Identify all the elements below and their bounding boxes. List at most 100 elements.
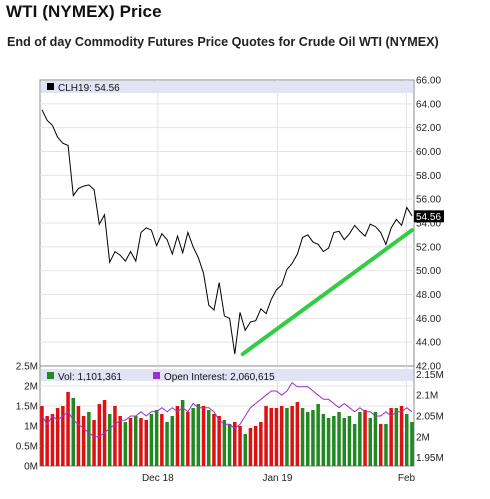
volume-bar <box>139 418 143 466</box>
price-y-tick-label: 42.00 <box>416 362 441 373</box>
volume-bar <box>279 406 284 466</box>
volume-bar <box>160 414 164 466</box>
volume-bar <box>253 426 258 466</box>
volume-bar <box>186 412 190 466</box>
volume-bar <box>410 422 414 466</box>
price-y-tick-label: 64.00 <box>416 99 441 110</box>
volume-bar <box>149 414 154 466</box>
volume-bar <box>332 416 336 466</box>
price-y-axis: 66.00 64.00 62.00 60.00 58.00 56.00 54.00 52.00… <box>416 76 441 373</box>
volume-bar <box>248 428 253 466</box>
open-interest-series <box>41 381 413 438</box>
volume-bar <box>128 418 133 466</box>
volume-bar <box>399 406 404 466</box>
price-line <box>41 109 413 355</box>
volume-bar <box>238 426 242 466</box>
volume-legend-band <box>41 369 413 381</box>
page-subtitle: End of day Commodity Futures Price Quote… <box>7 35 439 49</box>
volume-bar <box>92 420 96 466</box>
price-y-tick-label: 54.00 <box>416 219 441 230</box>
price-y-tick-label: 50.00 <box>416 266 441 277</box>
volume-bar <box>321 414 326 466</box>
price-y-tick-label: 48.00 <box>416 290 441 301</box>
volume-bar <box>134 416 138 466</box>
price-legend-swatch <box>47 83 54 90</box>
volume-bar <box>233 422 237 466</box>
volume-bar <box>217 416 221 466</box>
x-axis: Dec 18 Jan 19 Feb <box>142 473 416 484</box>
volume-bar <box>201 406 206 466</box>
volume-bar <box>66 392 70 466</box>
volume-bar <box>180 400 185 466</box>
volume-bar <box>384 424 388 466</box>
volume-bar <box>243 434 247 466</box>
open-interest-y-tick-label: 2.1M <box>416 391 438 402</box>
volume-y-tick-label: 1.5M <box>16 402 38 413</box>
volume-bar <box>368 418 372 466</box>
volume-bar <box>285 408 289 466</box>
volume-bar <box>144 420 148 466</box>
price-y-tick-label: 60.00 <box>416 147 441 158</box>
volume-bar <box>154 410 159 466</box>
volume-bar <box>306 412 310 466</box>
volume-legend-swatch <box>47 372 54 379</box>
price-y-tick-label: 58.00 <box>416 171 441 182</box>
volume-y-tick-label: 0M <box>24 462 38 473</box>
volume-bar <box>222 420 227 466</box>
volume-bar <box>97 404 102 466</box>
trend-line <box>240 228 414 357</box>
volume-bar <box>347 416 352 466</box>
volume-bar <box>363 410 367 466</box>
volume-bar <box>76 406 81 466</box>
price-y-tick-label: 44.00 <box>416 338 441 349</box>
volume-bar <box>405 414 409 466</box>
volume-bar <box>264 406 268 466</box>
open-interest-y-tick-label: 2.05M <box>416 412 444 423</box>
x-tick-label: Feb <box>398 473 416 484</box>
volume-bar <box>227 424 232 466</box>
volume-bar <box>118 416 122 466</box>
volume-bar <box>379 424 383 466</box>
volume-bar <box>300 408 305 466</box>
volume-bar <box>40 406 44 466</box>
volume-bar <box>358 412 362 466</box>
volume-bar <box>55 408 60 466</box>
volume-y-tick-label: 2.5M <box>16 362 38 373</box>
volume-left-y-axis: 2.5M 2M 1.5M 1M 0.5M 0M <box>16 362 38 473</box>
volume-y-tick-label: 1M <box>24 422 38 433</box>
volume-bar <box>259 422 263 466</box>
volume-bar <box>61 406 65 466</box>
volume-legend-label: Vol: 1,101,361 <box>58 372 122 383</box>
volume-bar <box>290 406 294 466</box>
volume-bar <box>113 406 117 466</box>
volume-y-tick-label: 0.5M <box>16 442 38 453</box>
volume-panel: Vol: 1,101,361 Open Interest: 2,060,615 … <box>16 362 444 485</box>
open-interest-line <box>41 381 413 438</box>
price-panel: CLH19: 54.56 66.00 64.00 62.00 60.00 58.00 56… <box>39 76 444 373</box>
last-price-label: 54.56 <box>416 212 441 223</box>
volume-bar <box>389 408 393 466</box>
price-y-tick-label: 52.00 <box>416 242 441 253</box>
volume-bar <box>81 416 86 466</box>
volume-bar <box>274 408 279 466</box>
volume-bar <box>45 416 49 466</box>
price-y-tick-label: 62.00 <box>416 123 441 134</box>
price-y-tick-label: 56.00 <box>416 195 441 206</box>
volume-bar <box>108 414 112 466</box>
open-interest-y-tick-label: 2.15M <box>416 370 444 381</box>
last-price-marker: 54.56 <box>414 210 444 223</box>
volume-bar <box>207 410 211 466</box>
volume-bar <box>394 408 399 466</box>
open-interest-y-tick-label: 2M <box>416 432 430 443</box>
volume-y-tick-label: 2M <box>24 382 38 393</box>
open-interest-legend-swatch <box>153 372 160 379</box>
price-series <box>41 109 414 357</box>
volume-bar <box>196 404 201 466</box>
volume-bar <box>326 418 331 466</box>
x-tick-label: Dec 18 <box>142 473 174 484</box>
price-legend-band <box>41 81 413 93</box>
volume-bar <box>170 416 174 466</box>
volume-bar <box>342 418 346 466</box>
volume-bar <box>373 412 378 466</box>
